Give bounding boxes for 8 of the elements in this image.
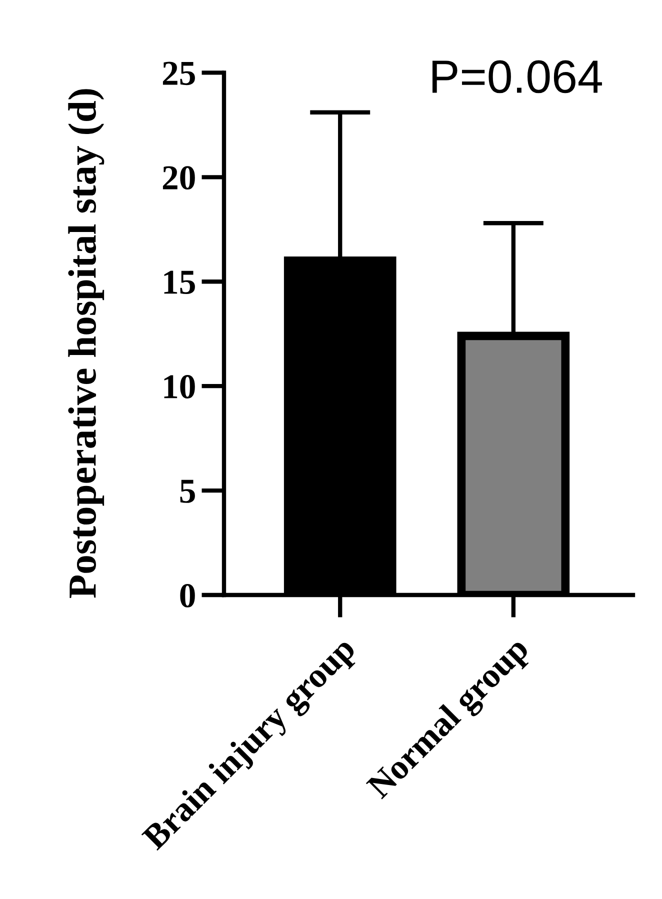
y-axis-title: Postoperative hospital stay (d)	[68, 89, 104, 598]
y-tick-label: 25	[162, 62, 195, 86]
y-tick-label: 5	[180, 480, 195, 503]
y-tick-label: 10	[164, 375, 195, 398]
annotation: P=0.064	[432, 60, 602, 94]
y-tick-label: 20	[162, 166, 195, 190]
y-tick-label: 15	[164, 270, 195, 294]
y-tick-label: 0	[180, 584, 195, 608]
